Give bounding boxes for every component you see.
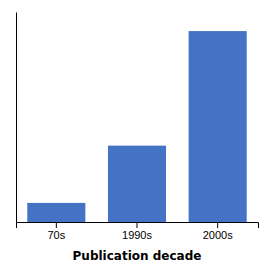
bar <box>108 146 166 222</box>
bars <box>27 31 246 222</box>
x-tick-mark <box>217 222 218 228</box>
chart-svg: 70s 1990s 2000sPublication decade <box>0 0 270 270</box>
chart-container: 70s 1990s 2000sPublication decade <box>0 0 270 270</box>
x-tick-label: 1990s <box>122 229 152 241</box>
x-tick-label: 70s <box>47 229 65 241</box>
x-tick-label: 2000s <box>203 229 233 241</box>
x-tick: 1990s <box>122 222 152 241</box>
plot-area: 70s 1990s 2000s <box>17 13 259 241</box>
x-tick-mark <box>56 222 57 228</box>
x-tick: 70s <box>47 222 65 241</box>
x-axis-title: Publication decade <box>73 249 202 263</box>
bar <box>27 203 85 222</box>
y-axis-line <box>16 13 17 223</box>
bar <box>189 31 247 222</box>
y-axis <box>16 13 17 223</box>
x-axis: 70s 1990s 2000s <box>17 222 259 241</box>
x-axis-line <box>17 223 259 229</box>
x-tick-mark <box>137 222 138 228</box>
x-tick: 2000s <box>203 222 233 241</box>
